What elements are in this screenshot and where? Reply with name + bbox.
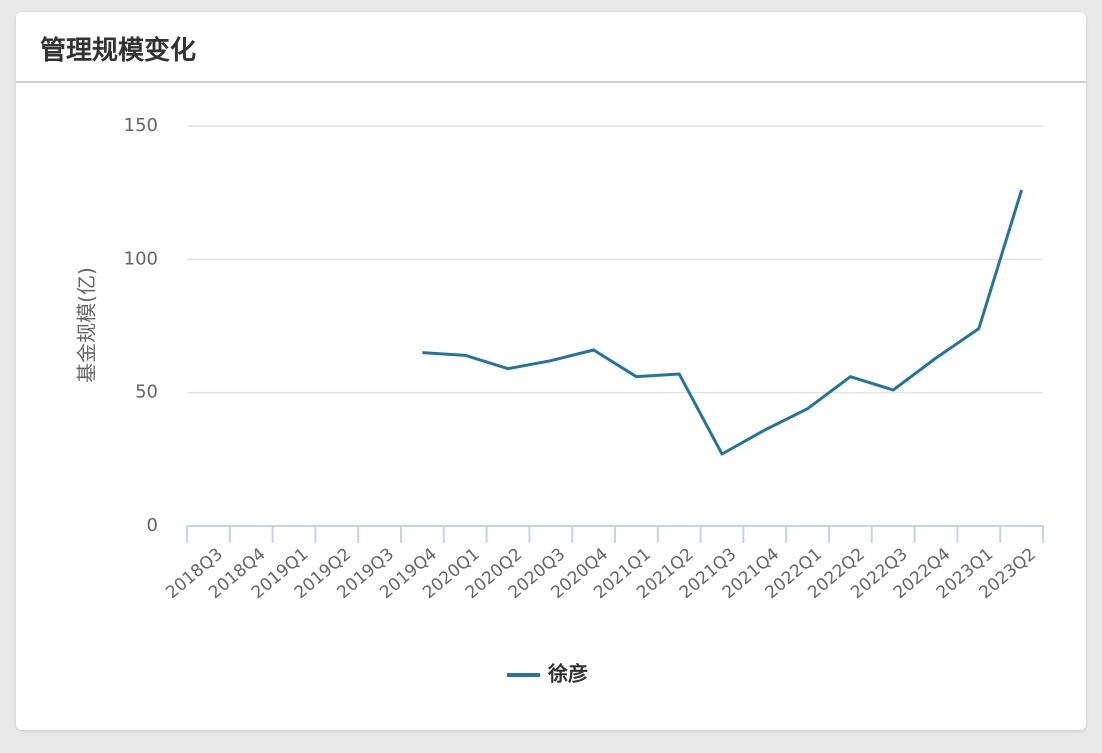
y-axis-label: 基金规模(亿) xyxy=(75,267,99,383)
data-line xyxy=(422,189,1024,456)
legend-label: 徐彦 xyxy=(547,662,588,686)
card-header: 管理规模变化 xyxy=(16,12,1086,83)
chart-title: 管理规模变化 xyxy=(40,36,197,66)
y-tick-label: 150 xyxy=(124,115,158,136)
card: 管理规模变化 xyxy=(16,12,1086,730)
y-tick-label: 100 xyxy=(124,248,158,269)
y-tick-label: 0 xyxy=(147,515,158,536)
y-tick-label: 50 xyxy=(135,382,158,403)
